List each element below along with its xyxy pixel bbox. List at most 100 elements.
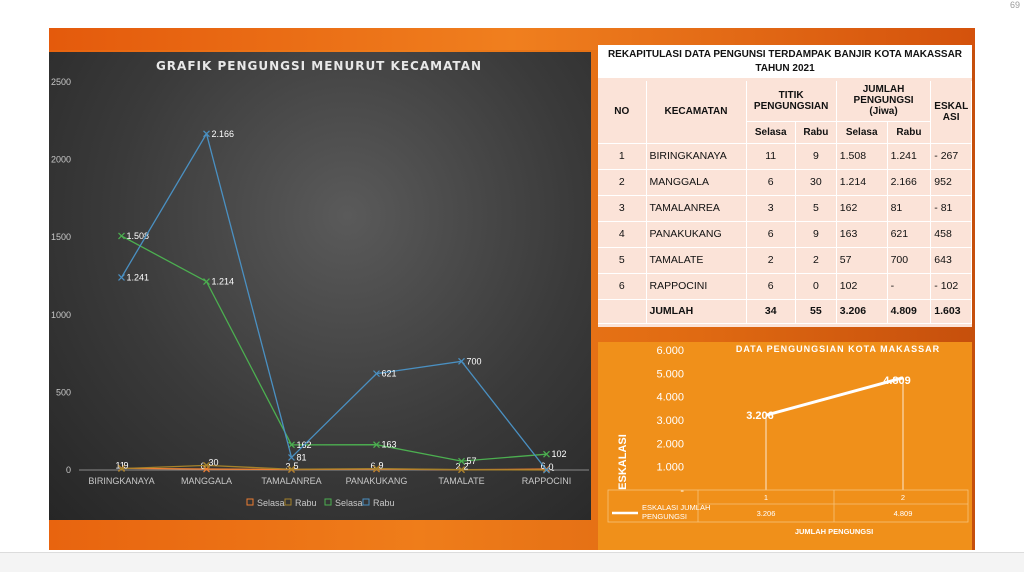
legend-label: Selasa xyxy=(335,498,363,508)
page-badge: 69 xyxy=(1009,0,1020,10)
legend-label-line2: PENGUNGSI xyxy=(642,512,687,521)
x-tick-label: MANGGALA xyxy=(181,476,232,486)
data-label: 621 xyxy=(382,369,397,379)
table-row: 5 TAMALATE 2 2 57 700 643 xyxy=(598,247,972,274)
y-tick-label: 500 xyxy=(56,387,71,397)
data-label: 9 xyxy=(124,461,129,471)
cell-eskalasi: 458 xyxy=(930,221,972,248)
table-title: REKAPITULASI DATA PENGUNSI TERDAMPAK BAN… xyxy=(598,45,972,78)
cell-titik-rabu: 2 xyxy=(795,247,837,274)
data-label: 700 xyxy=(467,356,482,366)
district-line-chart-svg: GRAFIK PENGUNGSI MENURUT KECAMATAN 0 500 1… xyxy=(51,59,589,508)
y-tick-label: 1500 xyxy=(51,232,71,242)
data-label: - xyxy=(552,465,555,475)
data-label: 1.508 xyxy=(127,231,150,241)
cell-kecamatan: TAMALANREA xyxy=(646,195,747,222)
cell-jumlah-rabu: 2.166 xyxy=(887,169,932,196)
series-line-rabu xyxy=(121,464,547,471)
legend-swatch xyxy=(246,498,254,506)
cell-titik-rabu: 9 xyxy=(795,143,837,170)
data-label: 9 xyxy=(379,461,384,471)
point-marker xyxy=(118,232,125,240)
total-eskalasi: 1.603 xyxy=(930,299,972,324)
cell-jumlah-selasa: 162 xyxy=(836,195,888,222)
point-marker xyxy=(118,465,125,473)
cell-titik-selasa: 2 xyxy=(746,247,796,274)
escalation-chart: DATA PENGUNGSIAN KOTA MAKASSAR ESKALASI - 1… xyxy=(598,342,972,550)
data-table-value: 4.809 xyxy=(894,509,913,518)
cell-no: 1 xyxy=(598,143,647,170)
cell-kecamatan: BIRINGKANAYA xyxy=(646,143,747,170)
slide-top-band xyxy=(49,28,975,50)
point-marker xyxy=(203,461,210,469)
data-label: 1.241 xyxy=(127,272,150,282)
escalation-y-tick: 3.000 xyxy=(656,415,684,427)
data-point xyxy=(288,454,295,461)
header-jumlah-rabu: Rabu xyxy=(887,121,932,144)
escalation-y-tick: 4.000 xyxy=(656,392,684,404)
table-row: 2 MANGGALA 6 30 1.214 2.166 952 xyxy=(598,169,972,196)
cell-titik-rabu: 5 xyxy=(795,195,837,222)
escalation-chart-title: DATA PENGUNGSIAN KOTA MAKASSAR xyxy=(736,344,940,354)
point-marker xyxy=(203,278,210,286)
point-marker xyxy=(118,273,125,281)
cell-no: 3 xyxy=(598,195,647,222)
cell-eskalasi: - 267 xyxy=(930,143,972,170)
table-title-line1: REKAPITULASI DATA PENGUNSI TERDAMPAK BAN… xyxy=(607,49,963,60)
data-point xyxy=(458,357,465,365)
escalation-data-label: 4.809 xyxy=(883,375,911,387)
cell-jumlah-rabu: 700 xyxy=(887,247,932,274)
cell-jumlah-selasa: 163 xyxy=(836,221,888,248)
data-point xyxy=(373,441,380,449)
table-row: 3 TAMALANREA 3 5 162 81 - 81 xyxy=(598,195,972,222)
legend-swatch xyxy=(284,498,292,506)
data-label: 1.214 xyxy=(212,277,235,287)
y-tick-label: 1000 xyxy=(51,310,71,320)
cell-jumlah-rabu: 81 xyxy=(887,195,932,222)
cell-eskalasi: 643 xyxy=(930,247,972,274)
data-label: 163 xyxy=(382,440,397,450)
escalation-x-tick: 2 xyxy=(901,493,905,502)
data-label: 11 xyxy=(116,460,125,470)
data-label: 2.166 xyxy=(212,129,235,139)
cell-titik-rabu: 30 xyxy=(795,169,837,196)
legend-swatch xyxy=(362,498,370,506)
data-label: 81 xyxy=(297,452,307,462)
x-tick-label: TAMALANREA xyxy=(261,476,321,486)
total-jumlah-rabu: 4.809 xyxy=(887,299,932,324)
point-marker xyxy=(458,357,465,365)
x-tick-label: RAPPOCINI xyxy=(522,476,572,486)
total-label: JUMLAH xyxy=(646,299,747,324)
x-tick-label: BIRINGKANAYA xyxy=(88,476,154,486)
escalation-y-tick: 2.000 xyxy=(656,438,684,450)
total-spacer xyxy=(598,299,647,324)
legend-label: Rabu xyxy=(295,498,317,508)
cell-no: 2 xyxy=(598,169,647,196)
data-label: 0 xyxy=(549,462,554,472)
data-point xyxy=(458,457,465,465)
data-table-border xyxy=(607,489,969,523)
escalation-y-tick: - xyxy=(680,485,684,497)
x-tick-label: PANAKUKANG xyxy=(346,476,408,486)
table-row: 4 PANAKUKANG 6 9 163 621 458 xyxy=(598,221,972,248)
escalation-chart-svg: DATA PENGUNGSIAN KOTA MAKASSAR ESKALASI - 1… xyxy=(607,344,969,536)
data-table-value: 3.206 xyxy=(757,509,776,518)
escalation-x-label: JUMLAH PENGUNGSI xyxy=(795,527,873,536)
district-line-chart: GRAFIK PENGUNGSI MENURUT KECAMATAN 0 500 1… xyxy=(49,52,591,520)
escalation-x-tick: 1 xyxy=(764,493,768,502)
top-bar: 69 xyxy=(0,0,1024,26)
data-point xyxy=(118,465,125,473)
y-tick-label: 2000 xyxy=(51,155,71,165)
data-label: 102 xyxy=(552,449,567,459)
point-marker xyxy=(373,370,380,378)
point-marker xyxy=(288,465,295,473)
cell-jumlah-rabu: - xyxy=(887,273,932,300)
cell-no: 6 xyxy=(598,273,647,300)
escalation-y-tick: 5.000 xyxy=(656,368,684,380)
point-marker xyxy=(203,130,210,138)
escalation-data-label: 3.206 xyxy=(746,410,774,422)
escalation-y-label: ESKALASI xyxy=(617,434,629,490)
cell-titik-selasa: 6 xyxy=(746,221,796,248)
legend-label-line1: ESKALASI JUMLAH xyxy=(642,503,710,512)
cell-kecamatan: PANAKUKANG xyxy=(646,221,747,248)
